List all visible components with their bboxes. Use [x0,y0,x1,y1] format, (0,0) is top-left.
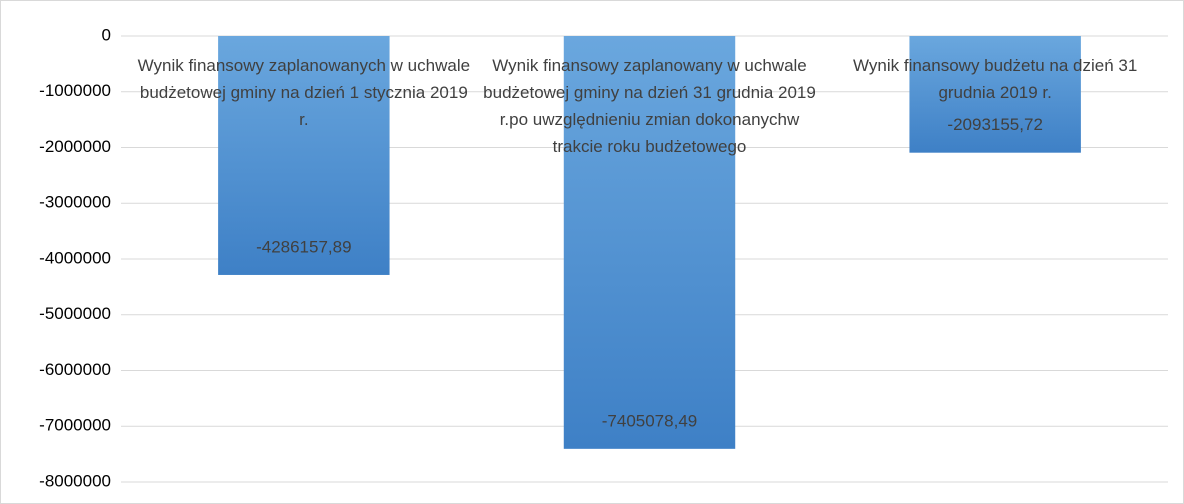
category-label: Wynik finansowy zaplanowany w uchwale bu… [483,56,816,156]
bar [563,36,736,449]
category-label: Wynik finansowy zaplanowanych w uchwale … [137,56,471,129]
y-tick-label: -6000000 [39,360,111,379]
y-tick-label: -5000000 [39,304,111,323]
data-label: -2093155,72 [947,115,1042,134]
y-tick-label: 0 [102,25,111,44]
data-label: -7405078,49 [602,411,697,430]
y-tick-label: -2000000 [39,137,111,156]
bar [909,36,1081,153]
category-label: Wynik finansowy budżetu na dzień 31 grud… [853,56,1138,102]
y-tick-label: -1000000 [39,81,111,100]
y-tick-label: -4000000 [39,248,111,267]
y-tick-label: -8000000 [39,471,111,490]
data-label: -4286157,89 [256,237,351,256]
y-tick-label: -3000000 [39,193,111,212]
bar [218,36,390,275]
y-tick-label: -7000000 [39,416,111,435]
